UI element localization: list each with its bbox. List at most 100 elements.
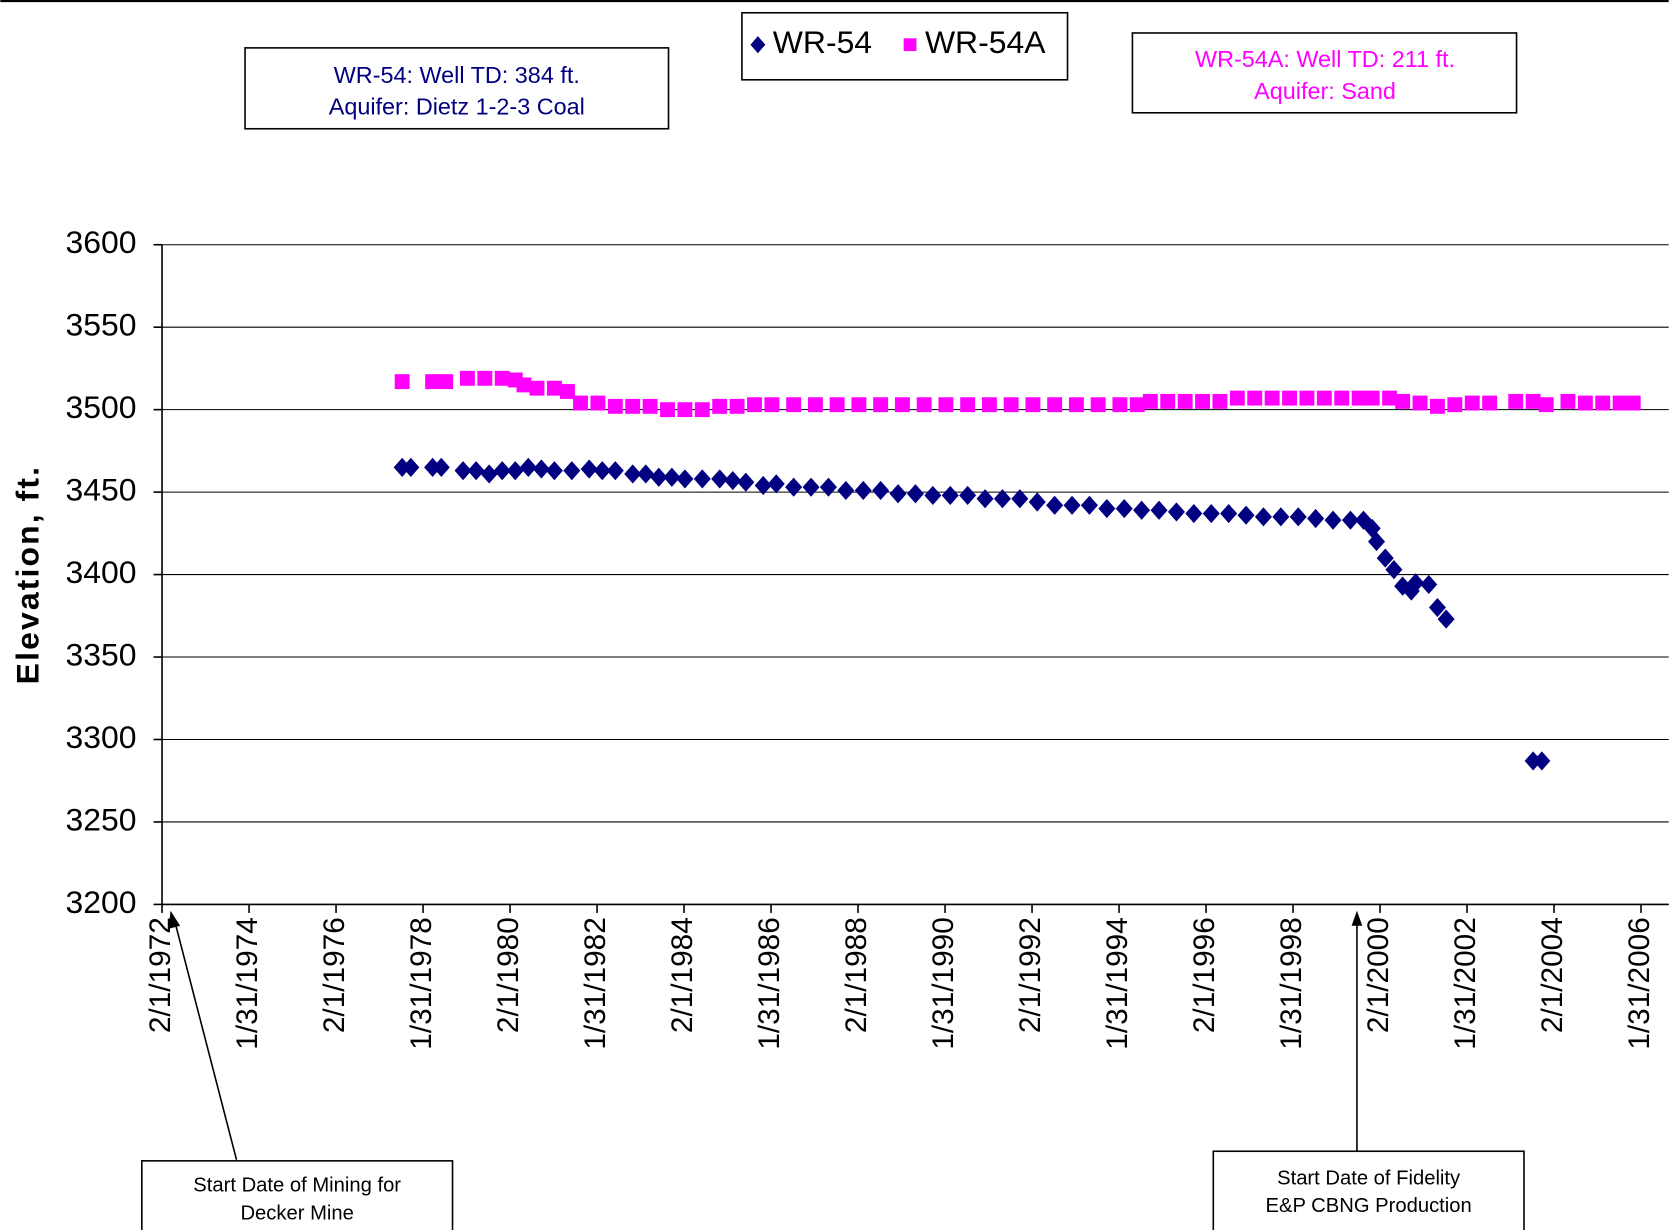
point — [807, 397, 823, 413]
point — [1560, 393, 1576, 409]
point — [1351, 390, 1367, 406]
point — [1376, 548, 1394, 568]
x-tick-label: 1/31/2006 — [1623, 917, 1656, 1050]
point — [494, 370, 510, 386]
point — [394, 374, 410, 390]
x-tick-label: 1/31/1978 — [405, 917, 438, 1050]
point — [786, 397, 802, 413]
point — [1577, 395, 1593, 411]
point — [1412, 395, 1428, 411]
y-tick-label: 3300 — [66, 719, 137, 755]
annotation-text: WR-54A: Well TD: 211 ft. — [1195, 46, 1455, 72]
annotation-text: Aquifer: Sand — [1254, 78, 1396, 104]
point — [976, 489, 994, 509]
point — [1299, 390, 1315, 406]
point — [1185, 503, 1203, 524]
point — [1046, 495, 1064, 515]
point — [1282, 390, 1297, 406]
point — [754, 475, 772, 496]
point — [1011, 489, 1029, 509]
annotation-box — [1212, 1150, 1525, 1230]
point — [546, 380, 562, 396]
x-tick-label: 2/1/1996 — [1188, 917, 1221, 1033]
point — [1525, 393, 1541, 409]
point — [1316, 390, 1332, 406]
x-tick-label: 2/1/1976 — [318, 917, 351, 1033]
x-tick-label: 2/1/1980 — [492, 917, 525, 1033]
point — [851, 397, 867, 413]
point — [1112, 397, 1128, 413]
x-tick-label: 2/1/2000 — [1362, 917, 1395, 1033]
point — [580, 459, 598, 479]
point — [1625, 395, 1641, 411]
point — [993, 489, 1011, 509]
point — [981, 397, 997, 413]
point — [1612, 395, 1628, 411]
point — [1229, 390, 1245, 406]
point — [1595, 395, 1611, 411]
point — [1090, 397, 1106, 413]
point — [694, 402, 710, 418]
point — [642, 398, 658, 414]
point — [1237, 505, 1255, 525]
point — [693, 469, 711, 489]
x-tick-label: 1/31/1986 — [753, 917, 786, 1049]
point — [802, 477, 820, 497]
x-tick-label: 2/1/1984 — [666, 917, 699, 1033]
point — [1003, 397, 1019, 413]
point — [1142, 393, 1158, 409]
y-tick-label: 3450 — [66, 472, 137, 508]
point — [1195, 393, 1210, 409]
point — [1341, 510, 1359, 530]
y-axis-label: Elevation, ft. — [10, 465, 46, 685]
point — [676, 469, 694, 489]
point — [590, 395, 606, 411]
annotation-box — [1131, 32, 1518, 114]
annotation-text: Start Date of Mining for — [193, 1175, 401, 1197]
point — [1420, 574, 1438, 595]
point — [1025, 397, 1041, 413]
legend-label: WR-54 — [773, 24, 872, 60]
point — [711, 469, 729, 489]
point — [1429, 398, 1445, 414]
point — [1482, 395, 1498, 411]
point — [425, 374, 441, 390]
point — [1247, 390, 1263, 406]
annotation-box — [244, 47, 670, 130]
arrow-head — [1351, 910, 1363, 926]
x-tick-label: 1/31/1982 — [579, 917, 612, 1050]
y-tick-label: 3350 — [66, 636, 137, 672]
point — [529, 380, 545, 396]
point — [837, 480, 855, 501]
point — [1538, 397, 1554, 413]
x-tick-label: 1/31/1974 — [231, 917, 264, 1050]
point — [1212, 393, 1228, 409]
point — [660, 402, 675, 418]
legend-marker — [903, 38, 917, 52]
point — [477, 370, 493, 386]
point — [829, 397, 845, 413]
point — [764, 397, 780, 413]
point — [1385, 560, 1403, 580]
point — [1407, 573, 1425, 593]
annotation-text: Decker Mine — [240, 1202, 353, 1224]
point — [873, 397, 889, 413]
point — [1533, 751, 1551, 771]
point — [1264, 390, 1280, 406]
y-tick-label: 3550 — [66, 307, 137, 343]
point — [1068, 397, 1084, 413]
x-tick-label: 2/1/1992 — [1014, 917, 1047, 1033]
x-tick-label: 2/1/1972 — [144, 917, 177, 1033]
point — [560, 384, 575, 399]
x-tick-label: 1/31/1994 — [1101, 917, 1134, 1050]
point — [625, 398, 641, 414]
point — [1508, 393, 1524, 409]
point — [438, 374, 454, 390]
point — [916, 397, 932, 413]
x-tick-label: 2/1/1988 — [840, 917, 873, 1033]
y-tick-label: 3400 — [66, 554, 137, 590]
point — [532, 459, 550, 479]
point — [677, 402, 693, 418]
arrow-head — [168, 910, 181, 929]
